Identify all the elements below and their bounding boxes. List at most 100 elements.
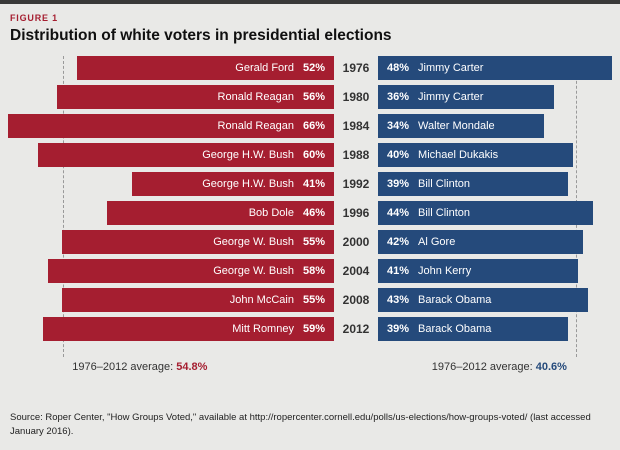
candidate-name: Mitt Romney — [232, 323, 294, 335]
average-value: 40.6% — [535, 361, 567, 373]
vote-share: 42% — [387, 236, 410, 248]
candidate-name: George H.W. Bush — [202, 178, 294, 190]
chart-row: Gerald Ford 52% 1976 48% Jimmy Carter — [0, 56, 620, 80]
candidate-name: Jimmy Carter — [418, 91, 484, 103]
chart-row: George H.W. Bush 60% 1988 40% Michael Dukaki… — [0, 143, 620, 167]
year-label: 1976 — [342, 61, 370, 75]
candidate-name: Ronald Reagan — [217, 120, 294, 132]
republican-bar: Gerald Ford 52% — [77, 56, 334, 80]
chart-row: Bob Dole 46% 1996 44% Bill Clinton — [0, 201, 620, 225]
vote-share: 55% — [302, 294, 325, 306]
candidate-name: George H.W. Bush — [202, 149, 294, 161]
republican-average-line — [63, 56, 65, 357]
chart-row: George H.W. Bush 41% 1992 39% Bill Clinton — [0, 172, 620, 196]
democrat-region: 44% Bill Clinton — [378, 201, 612, 225]
republican-region: George W. Bush 55% — [8, 230, 334, 254]
candidate-name: Barack Obama — [418, 294, 492, 306]
democrat-average-label: 1976–2012 average: 40.6% — [432, 361, 567, 373]
chart-row: Ronald Reagan 66% 1984 34% Walter Mondale — [0, 114, 620, 138]
vote-share: 48% — [387, 62, 410, 74]
republican-bar: George W. Bush 55% — [62, 230, 334, 254]
chart-row: George W. Bush 55% 2000 42% Al Gore — [0, 230, 620, 254]
candidate-name: George W. Bush — [213, 236, 294, 248]
vote-share: 36% — [387, 91, 410, 103]
chart-title: Distribution of white voters in presiden… — [10, 27, 392, 44]
candidate-name: Gerald Ford — [235, 62, 294, 74]
candidate-name: John Kerry — [418, 265, 472, 277]
democrat-bar: 42% Al Gore — [378, 230, 583, 254]
vote-share: 59% — [302, 323, 325, 335]
candidate-name: Walter Mondale — [418, 120, 495, 132]
candidate-name: Bob Dole — [248, 207, 294, 219]
vote-share: 52% — [302, 62, 325, 74]
candidate-name: George W. Bush — [213, 265, 294, 277]
republican-region: Mitt Romney 59% — [8, 317, 334, 341]
figure-header: FIGURE 1 Distribution of white voters in… — [0, 4, 620, 45]
republican-region: George H.W. Bush 60% — [8, 143, 334, 167]
year-label: 1996 — [342, 206, 370, 220]
average-text: 1976–2012 average: — [431, 361, 533, 373]
vote-share: 41% — [302, 178, 325, 190]
republican-region: Ronald Reagan 66% — [8, 114, 334, 138]
democrat-region: 48% Jimmy Carter — [378, 56, 612, 80]
candidate-name: Ronald Reagan — [217, 91, 294, 103]
average-value: 54.8% — [176, 361, 208, 373]
vote-share: 66% — [302, 120, 325, 132]
democrat-bar: 43% Barack Obama — [378, 288, 588, 312]
republican-bar: Ronald Reagan 56% — [57, 85, 334, 109]
figure-label: FIGURE 1 — [10, 13, 58, 23]
year-label: 1988 — [342, 148, 370, 162]
democrat-region: 41% John Kerry — [378, 259, 612, 283]
vote-share: 44% — [387, 207, 410, 219]
democrat-region: 40% Michael Dukakis — [378, 143, 612, 167]
democrat-region: 43% Barack Obama — [378, 288, 612, 312]
year-label: 2004 — [342, 264, 370, 278]
republican-region: Gerald Ford 52% — [8, 56, 334, 80]
democrat-bar: 39% Barack Obama — [378, 317, 569, 341]
year-label: 1984 — [342, 119, 370, 133]
democrat-bar: 41% John Kerry — [378, 259, 578, 283]
vote-share: 60% — [302, 149, 325, 161]
diverging-bar-chart: Gerald Ford 52% 1976 48% Jimmy Carter Ronald … — [0, 56, 620, 385]
chart-row: George W. Bush 58% 2004 41% John Kerry — [0, 259, 620, 283]
republican-bar: George W. Bush 58% — [47, 259, 334, 283]
candidate-name: Michael Dukakis — [418, 149, 499, 161]
chart-row: John McCain 55% 2008 43% Barack Obama — [0, 288, 620, 312]
democrat-bar: 40% Michael Dukakis — [378, 143, 573, 167]
vote-share: 43% — [387, 294, 410, 306]
chart-row: Mitt Romney 59% 2012 39% Barack Obama — [0, 317, 620, 341]
democrat-bar: 44% Bill Clinton — [378, 201, 593, 225]
republican-bar: Ronald Reagan 66% — [8, 114, 334, 138]
candidate-name: Bill Clinton — [418, 178, 470, 190]
chart-rows: Gerald Ford 52% 1976 48% Jimmy Carter Ronald … — [0, 56, 620, 341]
republican-bar: George H.W. Bush 41% — [131, 172, 334, 196]
year-label: 2008 — [342, 293, 370, 307]
vote-share: 55% — [302, 236, 325, 248]
source-note: Source: Roper Center, "How Groups Voted,… — [10, 412, 591, 438]
year-label: 2000 — [342, 235, 370, 249]
candidate-name: Barack Obama — [418, 323, 492, 335]
candidate-name: John McCain — [229, 294, 294, 306]
republican-bar: Bob Dole 46% — [106, 201, 334, 225]
democrat-region: 39% Barack Obama — [378, 317, 612, 341]
vote-share: 46% — [302, 207, 325, 219]
republican-region: Ronald Reagan 56% — [8, 85, 334, 109]
year-label: 1992 — [342, 177, 370, 191]
candidate-name: Bill Clinton — [418, 207, 470, 219]
chart-row: Ronald Reagan 56% 1980 36% Jimmy Carter — [0, 85, 620, 109]
republican-bar: John McCain 55% — [62, 288, 334, 312]
democrat-bar: 36% Jimmy Carter — [378, 85, 554, 109]
democrat-region: 39% Bill Clinton — [378, 172, 612, 196]
vote-share: 39% — [387, 178, 410, 190]
republican-bar: George H.W. Bush 60% — [37, 143, 334, 167]
democrat-bar: 34% Walter Mondale — [378, 114, 544, 138]
candidate-name: Jimmy Carter — [418, 62, 484, 74]
republican-region: Bob Dole 46% — [8, 201, 334, 225]
democrat-bar: 39% Bill Clinton — [378, 172, 569, 196]
republican-bar: Mitt Romney 59% — [42, 317, 334, 341]
democrat-bar: 48% Jimmy Carter — [378, 56, 612, 80]
republican-region: George W. Bush 58% — [8, 259, 334, 283]
vote-share: 58% — [302, 265, 325, 277]
democrat-region: 42% Al Gore — [378, 230, 612, 254]
